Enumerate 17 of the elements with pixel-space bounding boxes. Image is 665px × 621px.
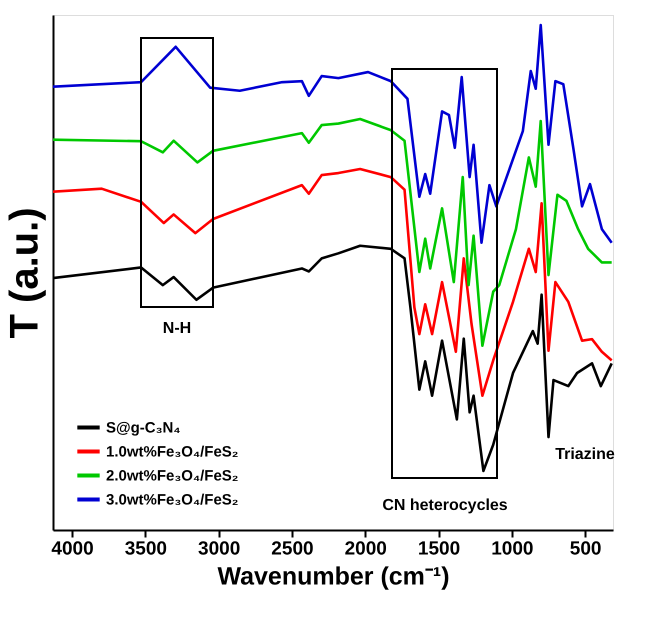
x-tick-label: 4000: [51, 538, 94, 560]
legend-label: 2.0wt%Fe₃O₄/FeS₂: [106, 468, 238, 484]
x-axis-title: Wavenumber (cm⁻¹): [217, 562, 450, 590]
legend-label: 3.0wt%Fe₃O₄/FeS₂: [106, 492, 238, 508]
y-axis-title: T (a.u.): [2, 207, 46, 339]
x-tick-label: 3500: [124, 538, 167, 560]
x-tick-label: 1000: [491, 538, 534, 560]
annotation: CN heterocycles: [382, 497, 508, 514]
x-tick-label: 3000: [198, 538, 240, 560]
x-tick-label: 1500: [418, 538, 460, 560]
x-tick-label: 500: [570, 538, 602, 560]
legend-label: 1.0wt%Fe₃O₄/FeS₂: [106, 444, 238, 460]
legend-label: S@g-C₃N₄: [106, 420, 181, 436]
x-tick-label: 2500: [271, 538, 314, 560]
x-tick-label: 2000: [344, 538, 387, 560]
annotation: N-H: [162, 320, 192, 337]
annotation: Triazine: [555, 446, 615, 463]
